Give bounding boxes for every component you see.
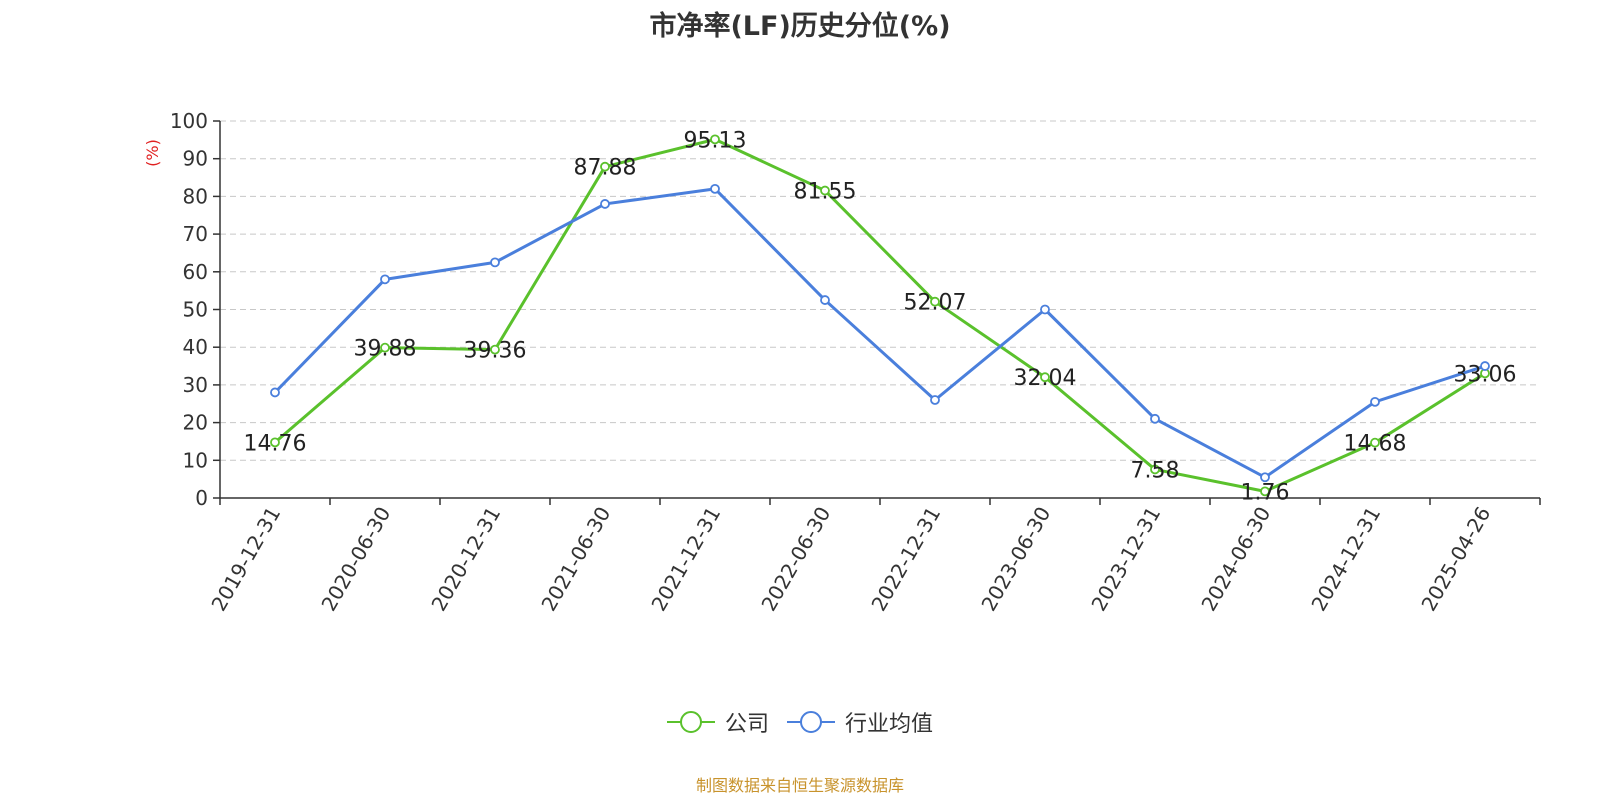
legend-item-company[interactable]: 公司 — [666, 706, 769, 738]
y-tick-label: 50 — [183, 298, 208, 322]
legend-label-company: 公司 — [724, 712, 769, 737]
data-label: 1.76 — [1241, 480, 1290, 505]
data-label: 39.88 — [354, 337, 417, 362]
data-point — [270, 437, 280, 448]
x-tick-label: 2022-12-31 — [866, 503, 945, 616]
data-point — [710, 134, 720, 145]
data-label: 14.76 — [244, 431, 307, 456]
data-point — [820, 295, 830, 305]
series-line-1 — [273, 187, 1486, 479]
y-tick-label: 100 — [170, 109, 208, 133]
data-point — [1480, 361, 1490, 371]
y-tick-label: 30 — [183, 373, 208, 397]
y-tick-label: 20 — [183, 411, 208, 435]
y-tick-label: 10 — [183, 448, 208, 472]
data-point — [710, 183, 720, 194]
data-labels: 14.76 39.88 39.36 87.88 95.13 81.55 52.07 32.04… — [244, 128, 1517, 505]
data-point — [490, 344, 500, 355]
x-tick-label: 2023-06-30 — [976, 503, 1055, 616]
series-line-0 — [274, 137, 1486, 493]
data-point — [600, 199, 610, 209]
x-tick-label: 2020-06-30 — [316, 503, 395, 616]
x-tick-label: 2021-12-31 — [646, 503, 725, 616]
y-tick-label: 90 — [183, 147, 208, 171]
data-point — [820, 185, 830, 196]
y-tick-label: 60 — [183, 260, 208, 284]
x-tick-label: 2025-04-26 — [1416, 503, 1495, 616]
data-point — [600, 161, 610, 172]
data-label: 95.13 — [684, 128, 747, 153]
data-point — [380, 274, 390, 285]
x-tick-label: 2019-12-31 — [206, 503, 285, 616]
data-point — [930, 395, 940, 405]
x-tick-label: 2023-12-31 — [1086, 503, 1165, 616]
x-tick-label: 2022-06-30 — [756, 503, 835, 616]
legend-marker-company — [666, 711, 715, 733]
y-tick-label: 0 — [195, 486, 208, 510]
data-point — [1370, 396, 1380, 407]
legend: 公司 行业均值 — [0, 706, 1600, 738]
grid-lines — [220, 120, 1540, 461]
legend-marker-industry — [787, 711, 835, 733]
data-label: 32.04 — [1014, 366, 1077, 391]
legend-label-industry: 行业均值 — [845, 712, 934, 737]
data-point — [1150, 413, 1160, 424]
y-tick-label: 70 — [183, 222, 208, 246]
series — [270, 134, 1490, 497]
data-point — [1150, 464, 1160, 475]
data-point — [1040, 372, 1050, 383]
data-point — [1260, 486, 1270, 497]
y-tick-label: 40 — [183, 335, 208, 359]
data-point — [490, 257, 500, 268]
data-label: 87.88 — [574, 156, 637, 181]
x-tick-label: 2020-12-31 — [426, 503, 505, 616]
data-point — [270, 387, 280, 398]
data-label: 14.68 — [1344, 432, 1407, 457]
chart-title: 市净率(LF)历史分位(%) — [649, 11, 951, 42]
data-label: 52.07 — [904, 291, 967, 316]
data-point — [380, 342, 390, 353]
y-tick-label: 80 — [183, 184, 208, 208]
data-point — [1260, 472, 1270, 483]
data-label: 81.55 — [794, 180, 857, 205]
y-axis-label: (%) — [143, 139, 162, 167]
data-label: 33.06 — [1454, 362, 1517, 387]
x-tick-label: 2024-12-31 — [1306, 503, 1385, 616]
x-tick-label: 2021-06-30 — [536, 503, 615, 616]
data-point — [930, 296, 940, 307]
data-label: 7.58 — [1131, 458, 1180, 483]
x-tick-label: 2024-06-30 — [1196, 503, 1275, 616]
source-note: 制图数据来自恒生聚源数据库 — [695, 776, 904, 795]
data-point — [1370, 437, 1380, 448]
legend-item-industry[interactable]: 行业均值 — [787, 706, 933, 738]
data-label: 39.36 — [464, 339, 527, 364]
data-point — [1040, 304, 1050, 315]
